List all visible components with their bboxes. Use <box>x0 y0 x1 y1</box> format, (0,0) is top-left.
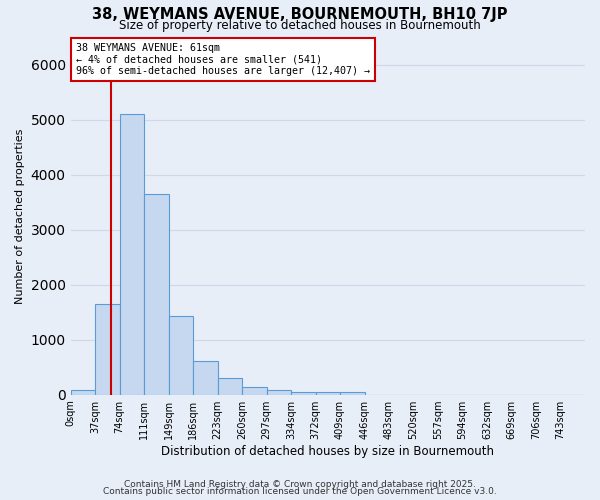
Bar <box>169 316 193 394</box>
Y-axis label: Number of detached properties: Number of detached properties <box>15 128 25 304</box>
Bar <box>71 390 95 394</box>
Bar <box>218 378 242 394</box>
Text: Contains public sector information licensed under the Open Government Licence v3: Contains public sector information licen… <box>103 488 497 496</box>
Bar <box>242 387 266 394</box>
Bar <box>340 392 365 394</box>
Bar <box>291 392 316 394</box>
Text: 38, WEYMANS AVENUE, BOURNEMOUTH, BH10 7JP: 38, WEYMANS AVENUE, BOURNEMOUTH, BH10 7J… <box>92 8 508 22</box>
Bar <box>144 194 169 394</box>
X-axis label: Distribution of detached houses by size in Bournemouth: Distribution of detached houses by size … <box>161 444 494 458</box>
Bar <box>316 392 340 394</box>
Bar <box>95 304 119 394</box>
Text: 38 WEYMANS AVENUE: 61sqm
← 4% of detached houses are smaller (541)
96% of semi-d: 38 WEYMANS AVENUE: 61sqm ← 4% of detache… <box>76 43 370 76</box>
Bar <box>266 390 291 394</box>
Text: Size of property relative to detached houses in Bournemouth: Size of property relative to detached ho… <box>119 19 481 32</box>
Bar <box>193 361 218 394</box>
Bar <box>119 114 144 394</box>
Text: Contains HM Land Registry data © Crown copyright and database right 2025.: Contains HM Land Registry data © Crown c… <box>124 480 476 489</box>
